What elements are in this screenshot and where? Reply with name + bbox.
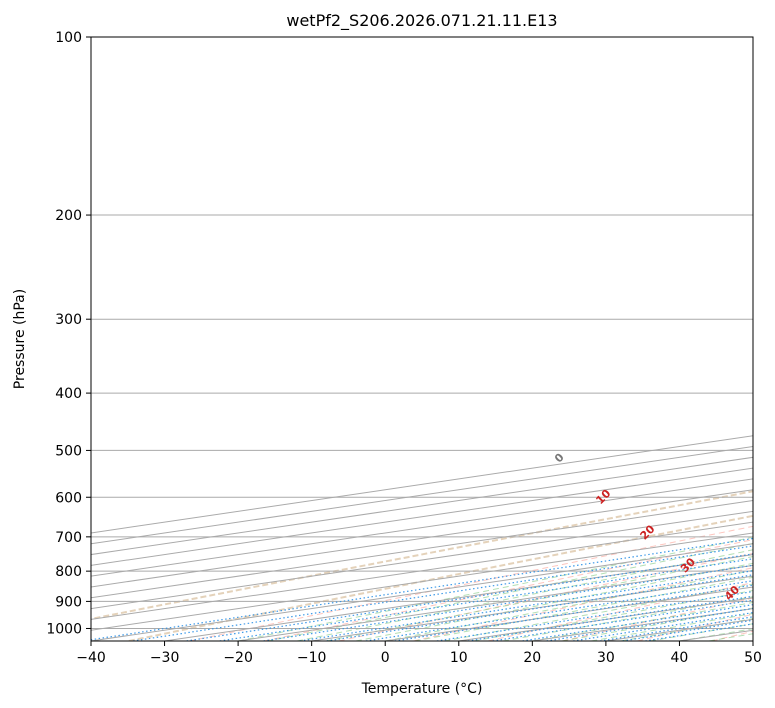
- isotherm: [91, 489, 753, 588]
- moist-adiabat: [414, 576, 753, 641]
- mixing-ratio-line: [91, 537, 753, 641]
- mixing-ratio-line: [186, 553, 753, 641]
- y-tick-label: 100: [55, 30, 82, 46]
- isotherm: [91, 467, 753, 566]
- x-tick-label: 10: [450, 650, 468, 666]
- x-tick-label: 0: [381, 650, 390, 666]
- moist-adiabat: [679, 628, 753, 641]
- dry-adiabat: [487, 582, 753, 641]
- mixing-ratio-line: [219, 558, 753, 641]
- inner-labels: 0.10.20.40.611.52346810131620253036-100-…: [552, 450, 742, 603]
- dry-adiabat: [413, 567, 753, 641]
- x-tick-label: 20: [523, 650, 541, 666]
- isotherm: [91, 446, 753, 545]
- y-tick-label: 300: [55, 312, 82, 328]
- dry-adiabat: [338, 552, 753, 641]
- isotherm: [91, 456, 753, 556]
- moist-adiabat: [649, 623, 753, 641]
- moist-adiabat: [502, 596, 753, 641]
- moist-adiabat: [444, 583, 753, 641]
- moist-adiabat-label: 10: [593, 487, 613, 507]
- x-tick-label: −20: [223, 650, 253, 666]
- isotherm: [91, 532, 753, 631]
- mixing-ratio-line: [299, 570, 753, 641]
- x-tick-label: −40: [76, 650, 106, 666]
- isotherm: [532, 608, 753, 641]
- x-axis-title: Temperature (°C): [361, 681, 483, 697]
- moist-adiabat: [296, 549, 753, 641]
- moist-adiabat: [238, 536, 753, 641]
- moist-adiabat: [473, 589, 753, 641]
- dry-adiabat: [189, 525, 753, 641]
- mixing-ratio-line: [326, 574, 753, 641]
- moist-adiabat: [267, 542, 753, 641]
- x-tick-label: 40: [670, 650, 688, 666]
- isotherm: [91, 521, 753, 620]
- isotherm: [91, 510, 753, 610]
- y-axis-title: Pressure (hPa): [12, 289, 28, 389]
- x-tick-label: 30: [597, 650, 615, 666]
- plot-frame: [90, 36, 754, 642]
- isotherm: [91, 478, 753, 577]
- isotherm: [91, 500, 753, 599]
- dry-adiabat: [711, 630, 753, 641]
- y-tick-label: 900: [55, 594, 82, 610]
- y-tick-label: 400: [55, 386, 82, 402]
- reference-curve: [128, 514, 753, 641]
- y-axis: 100 200 300 400 500 600 700 800 900 1000: [46, 30, 91, 638]
- dry-adiabat: [264, 539, 753, 641]
- x-axis: −40 −30 −20 −10 0 10 20 30 40 50: [76, 641, 762, 666]
- mixing-ratio-line: [394, 584, 753, 641]
- dry-adiabat: [562, 597, 753, 641]
- moist-adiabat: [561, 607, 753, 641]
- x-tick-label: −10: [297, 650, 327, 666]
- isotherm: [238, 564, 753, 641]
- moist-adiabat: [355, 562, 753, 641]
- y-tick-label: 700: [55, 530, 82, 546]
- isotherm: [164, 554, 753, 641]
- y-tick-label: 800: [55, 564, 82, 580]
- y-tick-label: 1000: [46, 622, 82, 638]
- isotherm: [752, 640, 753, 641]
- y-tick-label: 500: [55, 443, 82, 459]
- background-lines: [91, 37, 753, 641]
- x-tick-label: −30: [150, 650, 180, 666]
- x-tick-label: 50: [744, 650, 762, 666]
- moist-adiabat: [326, 555, 753, 641]
- chart-title: wetPf2_S206.2026.071.21.11.E13: [286, 11, 557, 31]
- reference-curve: [91, 490, 753, 620]
- y-tick-label: 200: [55, 208, 82, 224]
- moist-adiabat: [385, 569, 753, 641]
- mixing-ratio-line: [600, 616, 753, 641]
- mixing-ratio-line: [365, 580, 753, 641]
- y-tick-label: 600: [55, 490, 82, 506]
